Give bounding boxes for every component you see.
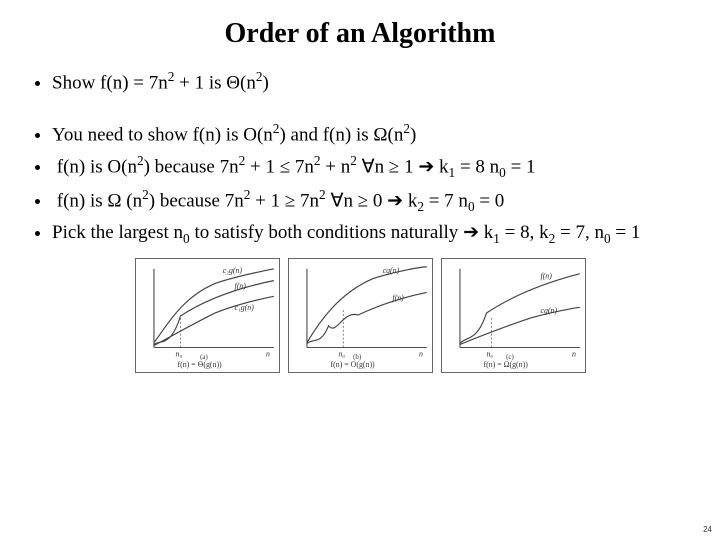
svg-text:n: n	[265, 349, 269, 358]
svg-text:(b): (b)	[353, 354, 361, 361]
svg-text:f(n): f(n)	[540, 271, 552, 280]
svg-text:f(n) = Ω(g(n)): f(n) = Ω(g(n))	[483, 360, 528, 369]
svg-text:n: n	[571, 349, 575, 358]
svg-text:cg(n): cg(n)	[540, 306, 557, 315]
graph-theta: c₂g(n) f(n) c₁g(n) n₀ n f(n) = Θ(g(n)) (…	[135, 258, 280, 373]
page-number: 24	[703, 525, 712, 534]
svg-text:n₀: n₀	[338, 349, 345, 358]
svg-text:(c): (c)	[506, 354, 514, 361]
svg-text:f(n) = O(g(n)): f(n) = O(g(n))	[330, 360, 375, 369]
svg-text:f(n): f(n)	[234, 281, 246, 290]
svg-text:(a): (a)	[200, 354, 208, 361]
svg-text:c₁g(n): c₁g(n)	[234, 303, 254, 312]
bullet-item: You need to show f(n) is O(n2) and f(n) …	[52, 120, 690, 148]
graph-big-o: cg(n) f(n) n₀ n f(n) = O(g(n)) (b)	[288, 258, 433, 373]
bullet-list-2: You need to show f(n) is O(n2) and f(n) …	[30, 120, 690, 248]
svg-text:f(n): f(n)	[392, 293, 404, 302]
svg-text:n₀: n₀	[486, 349, 493, 358]
bullet-item: Show f(n) = 7n2 + 1 is Θ(n2)	[52, 68, 690, 96]
graph-omega: f(n) cg(n) n₀ n f(n) = Ω(g(n)) (c)	[441, 258, 586, 373]
svg-text:c₂g(n): c₂g(n)	[222, 266, 242, 275]
bullet-item: Pick the largest n0 to satisfy both cond…	[52, 220, 690, 248]
slide: Order of an Algorithm Show f(n) = 7n2 + …	[0, 0, 720, 540]
spacer	[30, 100, 690, 120]
bullet-item: f(n) is Ω (n2) because 7n2 + 1 ≥ 7n2 ∀n …	[52, 186, 690, 216]
svg-text:n₀: n₀	[175, 349, 182, 358]
graph-row: c₂g(n) f(n) c₁g(n) n₀ n f(n) = Θ(g(n)) (…	[30, 258, 690, 373]
svg-text:cg(n): cg(n)	[382, 266, 399, 275]
svg-text:f(n) = Θ(g(n)): f(n) = Θ(g(n))	[177, 360, 222, 369]
bullet-item: f(n) is O(n2) because 7n2 + 1 ≤ 7n2 + n2…	[52, 152, 690, 182]
slide-title: Order of an Algorithm	[30, 18, 690, 50]
bullet-list-1: Show f(n) = 7n2 + 1 is Θ(n2)	[30, 68, 690, 96]
svg-text:n: n	[418, 349, 422, 358]
